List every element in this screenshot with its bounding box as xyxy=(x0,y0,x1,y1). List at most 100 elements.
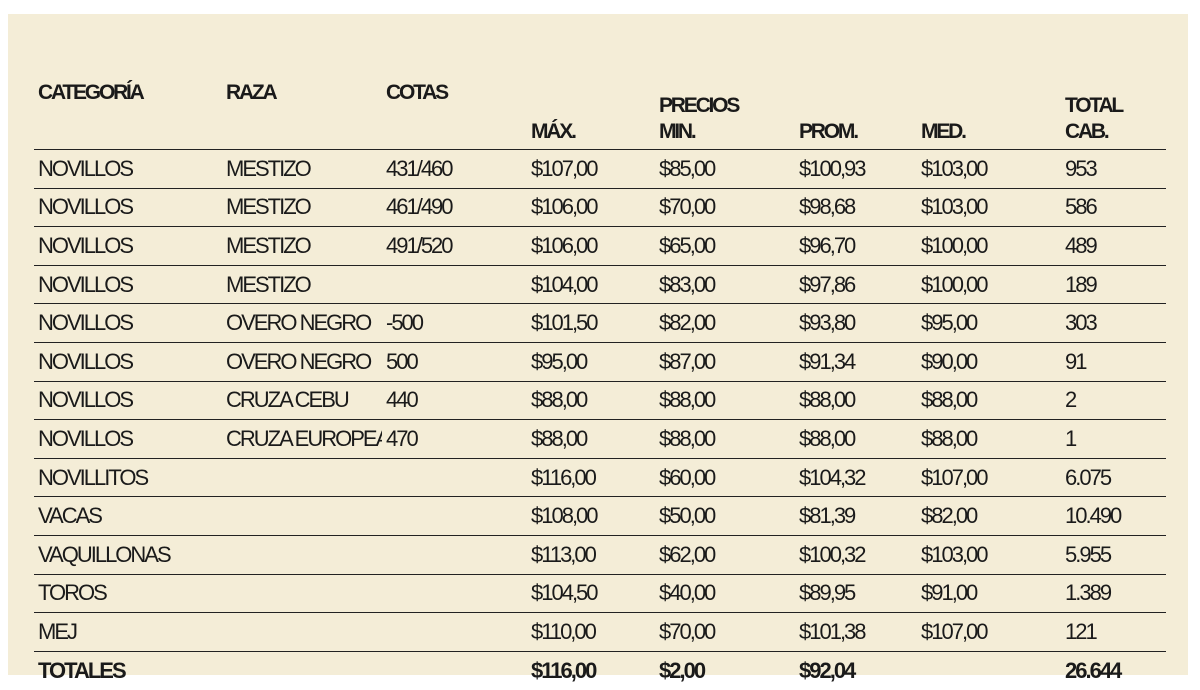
cell-categoria: NOVILLOS xyxy=(38,194,134,220)
cell-cotas: 500 xyxy=(386,348,419,374)
cell-cotas xyxy=(382,613,527,652)
header-prom: PROM. xyxy=(799,120,859,143)
cell-total: 2 xyxy=(1065,387,1077,413)
cell-cotas: 440 xyxy=(386,387,419,413)
totals-med xyxy=(917,651,1061,690)
cell-prom: $89,95 xyxy=(799,580,856,606)
cell-categoria: MEJ xyxy=(38,618,78,644)
cell-categoria: VACAS xyxy=(38,503,103,529)
cell-total: 189 xyxy=(1065,271,1098,297)
cell-min: $40,00 xyxy=(659,580,716,606)
cell-min: $70,00 xyxy=(659,618,716,644)
cell-raza xyxy=(222,613,382,652)
totals-label: TOTALES xyxy=(38,657,127,683)
cell-raza: OVERO NEGRO xyxy=(226,348,372,374)
cell-raza xyxy=(222,458,382,497)
cell-total: 953 xyxy=(1065,155,1098,181)
price-table-panel: CATEGORÍA RAZA COTAS MÁX. PRECIOS MIN. P… xyxy=(8,14,1188,683)
cell-prom: $88,00 xyxy=(799,425,856,451)
cell-categoria: NOVILLOS xyxy=(38,310,134,336)
cell-prom: $88,00 xyxy=(799,387,856,413)
totals-cotas xyxy=(382,651,527,690)
cell-categoria: NOVILLOS xyxy=(38,232,134,258)
cell-med: $103,00 xyxy=(921,541,989,567)
header-max: MÁX. xyxy=(531,120,577,143)
cell-categoria: NOVILLOS xyxy=(38,348,134,374)
header-precios: PRECIOS xyxy=(659,94,740,117)
header-row: CATEGORÍA RAZA COTAS MÁX. PRECIOS MIN. P… xyxy=(34,72,1166,150)
cell-categoria: NOVILLITOS xyxy=(38,464,149,490)
cell-total: 91 xyxy=(1065,348,1087,374)
cell-cotas: 431/460 xyxy=(386,155,454,181)
table-row: TOROS $104,50 $40,00 $89,95 $91,00 1.389 xyxy=(34,574,1166,613)
cell-min: $88,00 xyxy=(659,425,716,451)
cell-med: $103,00 xyxy=(921,155,989,181)
totals-row: TOTALES $116,00 $2,00 $92,04 26.644 xyxy=(34,651,1166,690)
cell-categoria: NOVILLOS xyxy=(38,155,134,181)
cell-cotas xyxy=(382,458,527,497)
cell-raza xyxy=(222,574,382,613)
header-raza: RAZA xyxy=(226,81,278,104)
table-row: VAQUILLONAS $113,00 $62,00 $100,32 $103,00 5.… xyxy=(34,535,1166,575)
cell-min: $65,00 xyxy=(659,232,716,258)
header-cotas: COTAS xyxy=(386,81,449,104)
cell-cotas: -500 xyxy=(386,310,424,336)
table-body: NOVILLOS MESTIZO 431/460 $107,00 $85,00 $100,… xyxy=(34,150,1166,690)
cell-raza: MESTIZO xyxy=(226,232,312,258)
cell-cotas xyxy=(382,535,527,574)
header-total-line1: TOTAL xyxy=(1065,94,1124,117)
cell-total: 121 xyxy=(1065,618,1098,644)
cell-min: $60,00 xyxy=(659,464,716,490)
cell-total: 10.490 xyxy=(1065,503,1122,529)
cell-prom: $101,38 xyxy=(799,618,867,644)
cell-prom: $98,68 xyxy=(799,194,856,220)
cell-max: $95,00 xyxy=(531,348,588,374)
header-total-cab: TOTAL CAB. xyxy=(1061,72,1166,150)
header-min: PRECIOS MIN. xyxy=(655,72,795,150)
cell-med: $100,00 xyxy=(921,271,989,297)
cell-prom: $100,32 xyxy=(799,541,867,567)
table-row: NOVILLITOS $116,00 $60,00 $104,32 $107,00 6.0… xyxy=(34,458,1166,497)
cell-max: $88,00 xyxy=(531,387,588,413)
cell-med: $90,00 xyxy=(921,348,978,374)
cell-max: $101,50 xyxy=(531,310,599,336)
cell-max: $104,50 xyxy=(531,580,599,606)
cell-categoria: VAQUILLONAS xyxy=(38,541,172,567)
cell-med: $88,00 xyxy=(921,425,978,451)
cell-cotas: 461/490 xyxy=(386,194,454,220)
table-row: NOVILLOS MESTIZO 431/460 $107,00 $85,00 $100,… xyxy=(34,150,1166,189)
cell-prom: $100,93 xyxy=(799,155,867,181)
cell-raza: MESTIZO xyxy=(226,271,312,297)
cell-max: $116,00 xyxy=(531,464,597,490)
cell-min: $83,00 xyxy=(659,271,716,297)
cell-total: 1 xyxy=(1065,425,1077,451)
table-row: NOVILLOS OVERO NEGRO -500 $101,50 $82,00 $93,… xyxy=(34,304,1166,343)
header-total-line2: CAB. xyxy=(1065,120,1110,143)
cell-max: $113,00 xyxy=(531,541,597,567)
price-table: CATEGORÍA RAZA COTAS MÁX. PRECIOS MIN. P… xyxy=(34,72,1166,690)
cell-max: $106,00 xyxy=(531,232,599,258)
cell-med: $107,00 xyxy=(921,618,989,644)
cell-cotas xyxy=(382,574,527,613)
cell-cotas xyxy=(382,497,527,536)
cell-prom: $96,70 xyxy=(799,232,856,258)
cell-total: 1.389 xyxy=(1065,580,1112,606)
totals-total: 26.644 xyxy=(1065,657,1122,683)
table-row: NOVILLOS OVERO NEGRO 500 $95,00 $87,00 $91,34… xyxy=(34,342,1166,382)
cell-max: $88,00 xyxy=(531,425,588,451)
cell-med: $95,00 xyxy=(921,310,978,336)
cell-raza: OVERO NEGRO xyxy=(226,310,372,336)
cell-max: $106,00 xyxy=(531,194,599,220)
totals-raza xyxy=(222,651,382,690)
table-row: NOVILLOS CRUZA EUROPEA 470 $88,00 $88,00 $88,… xyxy=(34,420,1166,459)
cell-med: $107,00 xyxy=(921,464,989,490)
table-row: NOVILLOS CRUZA CEBU 440 $88,00 $88,00 $88,00 $… xyxy=(34,381,1166,420)
cell-prom: $97,86 xyxy=(799,271,856,297)
cell-med: $88,00 xyxy=(921,387,978,413)
cell-total: 489 xyxy=(1065,232,1098,258)
cell-cotas: 491/520 xyxy=(386,232,454,258)
cell-categoria: NOVILLOS xyxy=(38,271,134,297)
cell-prom: $91,34 xyxy=(799,348,856,374)
cell-total: 586 xyxy=(1065,194,1098,220)
cell-max: $104,00 xyxy=(531,271,599,297)
